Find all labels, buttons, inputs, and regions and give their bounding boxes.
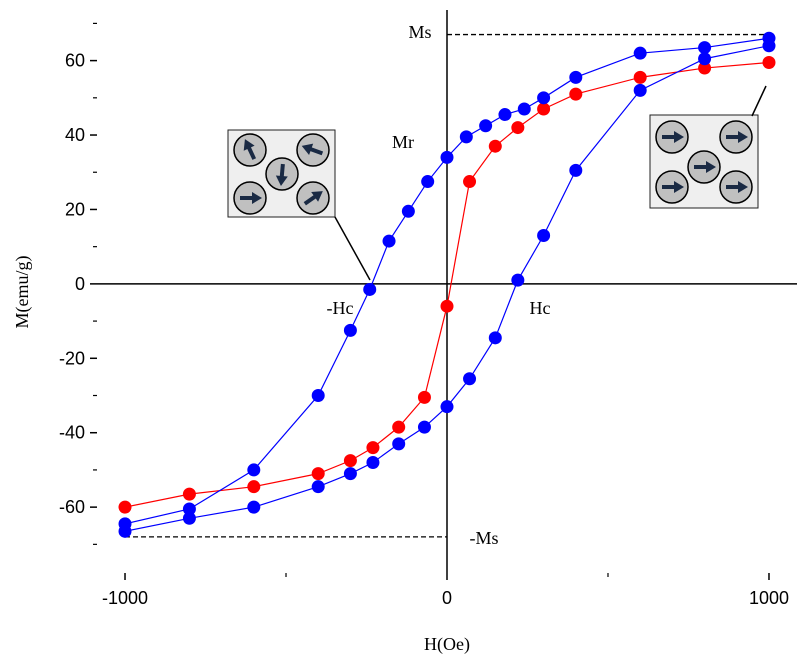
data-point <box>344 467 357 480</box>
data-point <box>402 205 415 218</box>
y-tick-label: -60 <box>59 497 85 517</box>
data-point <box>312 389 325 402</box>
data-point <box>441 400 454 413</box>
data-point <box>418 421 431 434</box>
data-point <box>418 391 431 404</box>
data-point <box>421 175 434 188</box>
data-point <box>537 91 550 104</box>
data-point <box>441 151 454 164</box>
data-point <box>247 463 260 476</box>
data-point <box>569 164 582 177</box>
annotation: Hc <box>530 298 551 318</box>
data-point <box>383 235 396 248</box>
data-point <box>511 274 524 287</box>
data-point <box>119 501 132 514</box>
data-point <box>537 229 550 242</box>
data-point <box>247 480 260 493</box>
data-point <box>344 324 357 337</box>
data-point <box>569 71 582 84</box>
data-point <box>518 102 531 115</box>
data-point <box>441 300 454 313</box>
x-tick-label: 0 <box>442 588 452 608</box>
x-axis-label: H(Oe) <box>424 634 470 655</box>
y-axis-label: M(emu/g) <box>12 256 33 329</box>
data-point <box>392 421 405 434</box>
insets <box>228 86 766 280</box>
annotation: Mr <box>392 132 414 152</box>
data-point <box>392 437 405 450</box>
data-point <box>463 372 476 385</box>
data-point <box>762 56 775 69</box>
data-point <box>183 512 196 525</box>
data-point <box>634 71 647 84</box>
x-tick-label: -1000 <box>102 588 148 608</box>
data-point <box>537 102 550 115</box>
data-point <box>511 121 524 134</box>
inset-pointer <box>752 86 766 116</box>
data-point <box>698 52 711 65</box>
data-point <box>762 39 775 52</box>
data-point <box>569 88 582 101</box>
data-point <box>463 175 476 188</box>
data-point <box>312 467 325 480</box>
data-point <box>344 454 357 467</box>
data-point <box>363 283 376 296</box>
inset-pointer <box>335 217 370 280</box>
annotation: -Hc <box>327 298 354 318</box>
arrow-shaft <box>282 164 283 178</box>
y-tick-label: 20 <box>65 199 85 219</box>
data-point <box>498 108 511 121</box>
data-point <box>489 331 502 344</box>
data-point <box>119 525 132 538</box>
data-point <box>312 480 325 493</box>
data-point <box>183 488 196 501</box>
data-point <box>366 441 379 454</box>
data-point <box>479 119 492 132</box>
annotation: Ms <box>408 22 431 42</box>
y-tick-label: -20 <box>59 348 85 368</box>
data-point <box>460 130 473 143</box>
y-tick-label: 0 <box>75 274 85 294</box>
y-tick-label: -40 <box>59 423 85 443</box>
data-point <box>698 41 711 54</box>
data-point <box>247 501 260 514</box>
data-point <box>634 84 647 97</box>
y-tick-label: 40 <box>65 125 85 145</box>
annotation: -Ms <box>469 528 498 548</box>
data-point <box>366 456 379 469</box>
data-point <box>489 140 502 153</box>
x-tick-label: 1000 <box>749 588 789 608</box>
y-tick-label: 60 <box>65 51 85 71</box>
data-point <box>634 47 647 60</box>
chart: H(Oe) M(emu/g) -1000 0 1000 -60 -40 -20 0 20 40 6… <box>0 0 797 659</box>
